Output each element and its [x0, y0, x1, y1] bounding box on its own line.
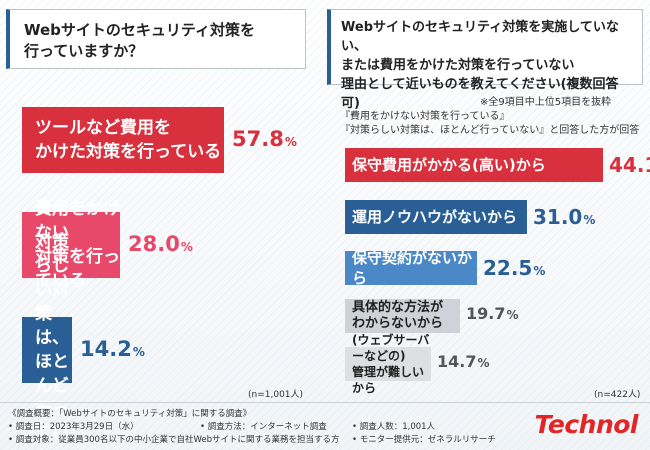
left-bar-value-number: 14.2: [80, 337, 132, 361]
right-bar-value-number: 19.7: [466, 304, 506, 323]
left-bar-label: 対策らしい対策は、 ほとんど行っていない: [35, 232, 69, 450]
footer-monitor: • モニター提供元：ゼネラルリサーチ: [352, 435, 496, 445]
right-bar-value-number: 31.0: [533, 205, 583, 229]
right-bar-label: (ウェブサーバーなどの) 管理が難しいから: [352, 333, 430, 395]
left-bar-value-unit: %: [180, 240, 193, 254]
right-bar-value: 31.0%: [533, 205, 595, 229]
left-bar-value-number: 28.0: [128, 232, 180, 256]
left-bar-value-unit: %: [132, 345, 145, 359]
right-bar-value-unit: %: [477, 356, 490, 370]
left-bar-value: 14.2%: [80, 337, 145, 361]
right-bar-label: 保守契約がないから: [352, 249, 473, 287]
right-bar-value: 22.5%: [483, 256, 545, 280]
right-bar: 運用ノウハウがないから: [345, 200, 527, 234]
right-bar: (ウェブサーバーなどの) 管理が難しいから: [345, 333, 431, 395]
right-bar-label: 具体的な方法が わからないから: [352, 300, 444, 331]
right-bar-label: 保守費用がかかる(高い)から: [352, 156, 546, 174]
right-bar-value: 44.1%: [609, 153, 650, 177]
right-note-sub: 『費用をかけない対策を行っている』 『対策らしい対策は、ほとんど行っていない』と…: [340, 111, 640, 136]
left-question-text: Webサイトのセキュリティ対策を 行っていますか？: [24, 21, 256, 60]
right-bar: 具体的な方法が わからないから: [345, 299, 460, 333]
right-bar: 保守費用がかかる(高い)から: [345, 148, 603, 182]
right-note-top: ※全9項目中上位5項目を抜粋: [480, 97, 612, 108]
right-bar-value-unit: %: [506, 308, 519, 322]
footer-survey-date: • 調査日：2023年3月29日（水）: [8, 422, 139, 432]
right-bar-value: 14.7%: [437, 352, 490, 371]
right-bar-value: 19.7%: [466, 304, 519, 323]
left-bar: 費用をかけない 対策を行っている: [22, 199, 120, 291]
footer-survey-title: 《調査概要：「Webサイトのセキュリティ対策」に関する調査》: [8, 409, 252, 419]
footer-survey-target: • 調査対象：従業員300名以下の中小企業で自社Webサイトに関する業務を担当す…: [8, 435, 340, 445]
left-bar-value: 57.8%: [232, 127, 297, 151]
right-bar-value-number: 14.7: [437, 352, 477, 371]
left-bar-value: 28.0%: [128, 232, 193, 256]
technol-logo: Technol: [534, 410, 639, 439]
footer-divider: [0, 402, 650, 403]
left-bar: ツールなど費用を かけた対策を行っている: [22, 107, 224, 173]
left-bar-label: 費用をかけない 対策を行っている: [35, 199, 120, 291]
right-question-text: Webサイトのセキュリティ対策を実施していない、 または費用をかけた対策を行って…: [341, 20, 619, 111]
left-sample-size: (n=1,001人): [248, 390, 304, 400]
left-bar-value-unit: %: [284, 135, 297, 149]
right-question-box: Webサイトのセキュリティ対策を実施していない、 または費用をかけた対策を行って…: [327, 9, 643, 111]
left-bar: 対策らしい対策は、 ほとんど行っていない: [22, 232, 72, 450]
right-bar-value-unit: %: [533, 264, 546, 278]
footer-survey-method: • 調査方法：インターネット調査: [200, 422, 327, 432]
left-bar-value-number: 57.8: [232, 127, 284, 151]
right-bar-value-number: 22.5: [483, 256, 533, 280]
footer-survey-count: • 調査人数：1,001人: [352, 422, 436, 432]
right-bar-label: 運用ノウハウがないから: [352, 208, 518, 226]
left-question-box: Webサイトのセキュリティ対策を 行っていますか？: [6, 9, 306, 69]
left-bar-label: ツールなど費用を かけた対策を行っている: [35, 118, 222, 162]
right-bar-value-unit: %: [583, 213, 596, 227]
right-sample-size: (n=422人): [594, 390, 641, 400]
right-bar: 保守契約がないから: [345, 249, 477, 287]
right-bar-value-number: 44.1: [609, 153, 650, 177]
